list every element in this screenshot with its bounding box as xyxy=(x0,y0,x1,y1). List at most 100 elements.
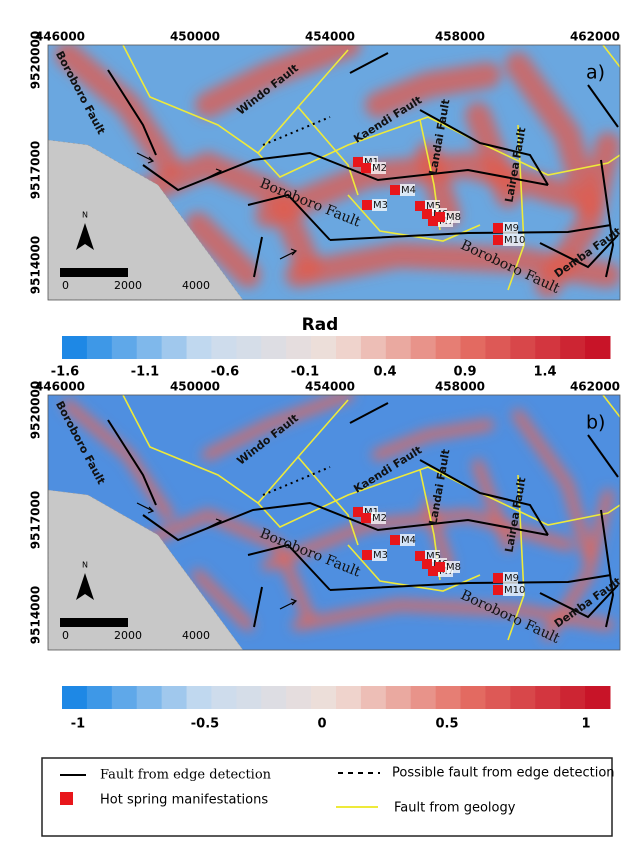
map-panel: Boroboro FaultWindo FaultKaendi FaultLan… xyxy=(48,395,624,650)
colorbar-cell xyxy=(336,336,361,359)
colorbar-tick-label: 1 xyxy=(581,717,590,732)
legend-key xyxy=(60,792,73,805)
x-tick-label: 450000 xyxy=(170,380,220,394)
colorbar-cell xyxy=(87,336,112,359)
colorbar-cell xyxy=(510,336,535,359)
spring-label: M9 xyxy=(504,573,519,584)
colorbar-cell xyxy=(485,336,510,359)
colorbar-cell xyxy=(112,686,137,709)
y-tick-label: 9517000 xyxy=(29,141,43,199)
colorbar-cell xyxy=(112,336,137,359)
colorbar-cell xyxy=(261,686,286,709)
colorbar-cell xyxy=(436,686,461,709)
colorbar-cell xyxy=(211,686,236,709)
colorbar-cell xyxy=(585,686,610,709)
x-tick-label: 450000 xyxy=(170,30,220,44)
colorbar-cell xyxy=(485,686,510,709)
spring-label: M3 xyxy=(373,200,388,211)
colorbar-cell xyxy=(411,686,436,709)
scale-label: 4000 xyxy=(182,279,210,292)
colorbar-tick-label: -0.6 xyxy=(211,365,239,380)
colorbar-tick-label: -1 xyxy=(71,717,85,732)
colorbar-cell xyxy=(137,336,162,359)
colorbar-cell xyxy=(411,336,436,359)
spring-label: M8 xyxy=(446,212,461,223)
colorbar-cell xyxy=(87,686,112,709)
colorbar-cell xyxy=(535,686,560,709)
hot-spring xyxy=(361,163,371,173)
colorbar-cell xyxy=(461,336,486,359)
scale-label: 0 xyxy=(62,279,69,292)
colorbar-cell xyxy=(162,336,187,359)
scale-label: 2000 xyxy=(114,279,142,292)
colorbar-tick-label: 1.4 xyxy=(533,365,556,380)
colorbar-cell xyxy=(187,686,212,709)
hot-spring xyxy=(493,585,503,595)
legend-text: Possible fault from edge detection xyxy=(392,766,615,781)
colorbar-title: Rad xyxy=(302,315,339,335)
legend-text: Fault from edge detection xyxy=(100,768,272,783)
colorbar-tick-label: -1.6 xyxy=(51,365,79,380)
colorbar-tick-label: -0.5 xyxy=(191,717,219,732)
colorbar-cell xyxy=(361,336,386,359)
colorbar-cell xyxy=(162,686,187,709)
panel-label: b) xyxy=(586,412,605,434)
hot-spring xyxy=(493,223,503,233)
hot-spring xyxy=(435,562,445,572)
colorbar-tick-label: -1.1 xyxy=(131,365,159,380)
x-tick-label: 462000 xyxy=(570,380,620,394)
colorbar-tick-label: 0.4 xyxy=(373,365,396,380)
y-tick-label: 9514000 xyxy=(29,236,43,294)
spring-label: M9 xyxy=(504,223,519,234)
x-tick-label: 454000 xyxy=(305,30,355,44)
spring-label: M3 xyxy=(373,550,388,561)
colorbar-tick-label: -0.1 xyxy=(291,365,319,380)
y-tick-label: 9514000 xyxy=(29,586,43,644)
colorbar-cell xyxy=(286,686,311,709)
colorbar-cell xyxy=(461,686,486,709)
legend-text: Fault from geology xyxy=(394,801,516,816)
colorbar-cell xyxy=(386,336,411,359)
spring-label: M2 xyxy=(372,163,387,174)
legend-text: Hot spring manifestations xyxy=(100,793,268,808)
x-tick-label: 454000 xyxy=(305,380,355,394)
colorbar-cell xyxy=(137,686,162,709)
colorbar-cell xyxy=(286,336,311,359)
scale-label: 2000 xyxy=(114,629,142,642)
colorbar-cell xyxy=(535,336,560,359)
spring-label: M8 xyxy=(446,562,461,573)
hot-spring xyxy=(493,573,503,583)
y-tick-label: 9520000 xyxy=(29,31,43,89)
figure: Rad Fault from edge detection Possible f… xyxy=(0,0,631,845)
hot-spring xyxy=(362,200,372,210)
colorbar-cell xyxy=(560,336,585,359)
colorbar-tick-label: 0.5 xyxy=(435,717,458,732)
colorbar-cell xyxy=(510,686,535,709)
y-tick-label: 9517000 xyxy=(29,491,43,549)
y-tick-label: 9520000 xyxy=(29,381,43,439)
scale-bar xyxy=(60,618,128,627)
spring-label: M2 xyxy=(372,513,387,524)
colorbar-cell xyxy=(236,686,261,709)
colorbar-tick-label: 0.9 xyxy=(453,365,476,380)
x-tick-label: 458000 xyxy=(435,30,485,44)
colorbar-cell xyxy=(311,336,336,359)
panel-label: a) xyxy=(586,62,605,84)
colorbar-cell xyxy=(236,336,261,359)
colorbar-cell xyxy=(336,686,361,709)
colorbar-tick-label: 0 xyxy=(317,717,326,732)
colorbar-cell xyxy=(560,686,585,709)
north-label: N xyxy=(82,211,88,220)
hot-spring xyxy=(390,185,400,195)
colorbar-cell xyxy=(211,336,236,359)
colorbar-cell xyxy=(62,336,87,359)
colorbar-cell xyxy=(261,336,286,359)
colorbar-cell xyxy=(585,336,610,359)
colorbar-cell xyxy=(386,686,411,709)
hot-spring xyxy=(435,212,445,222)
x-tick-label: 458000 xyxy=(435,380,485,394)
hot-spring xyxy=(362,550,372,560)
spring-label: M10 xyxy=(504,235,525,246)
